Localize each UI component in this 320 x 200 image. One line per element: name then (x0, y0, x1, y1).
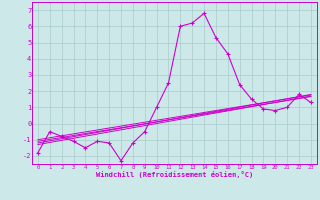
X-axis label: Windchill (Refroidissement éolien,°C): Windchill (Refroidissement éolien,°C) (96, 171, 253, 178)
